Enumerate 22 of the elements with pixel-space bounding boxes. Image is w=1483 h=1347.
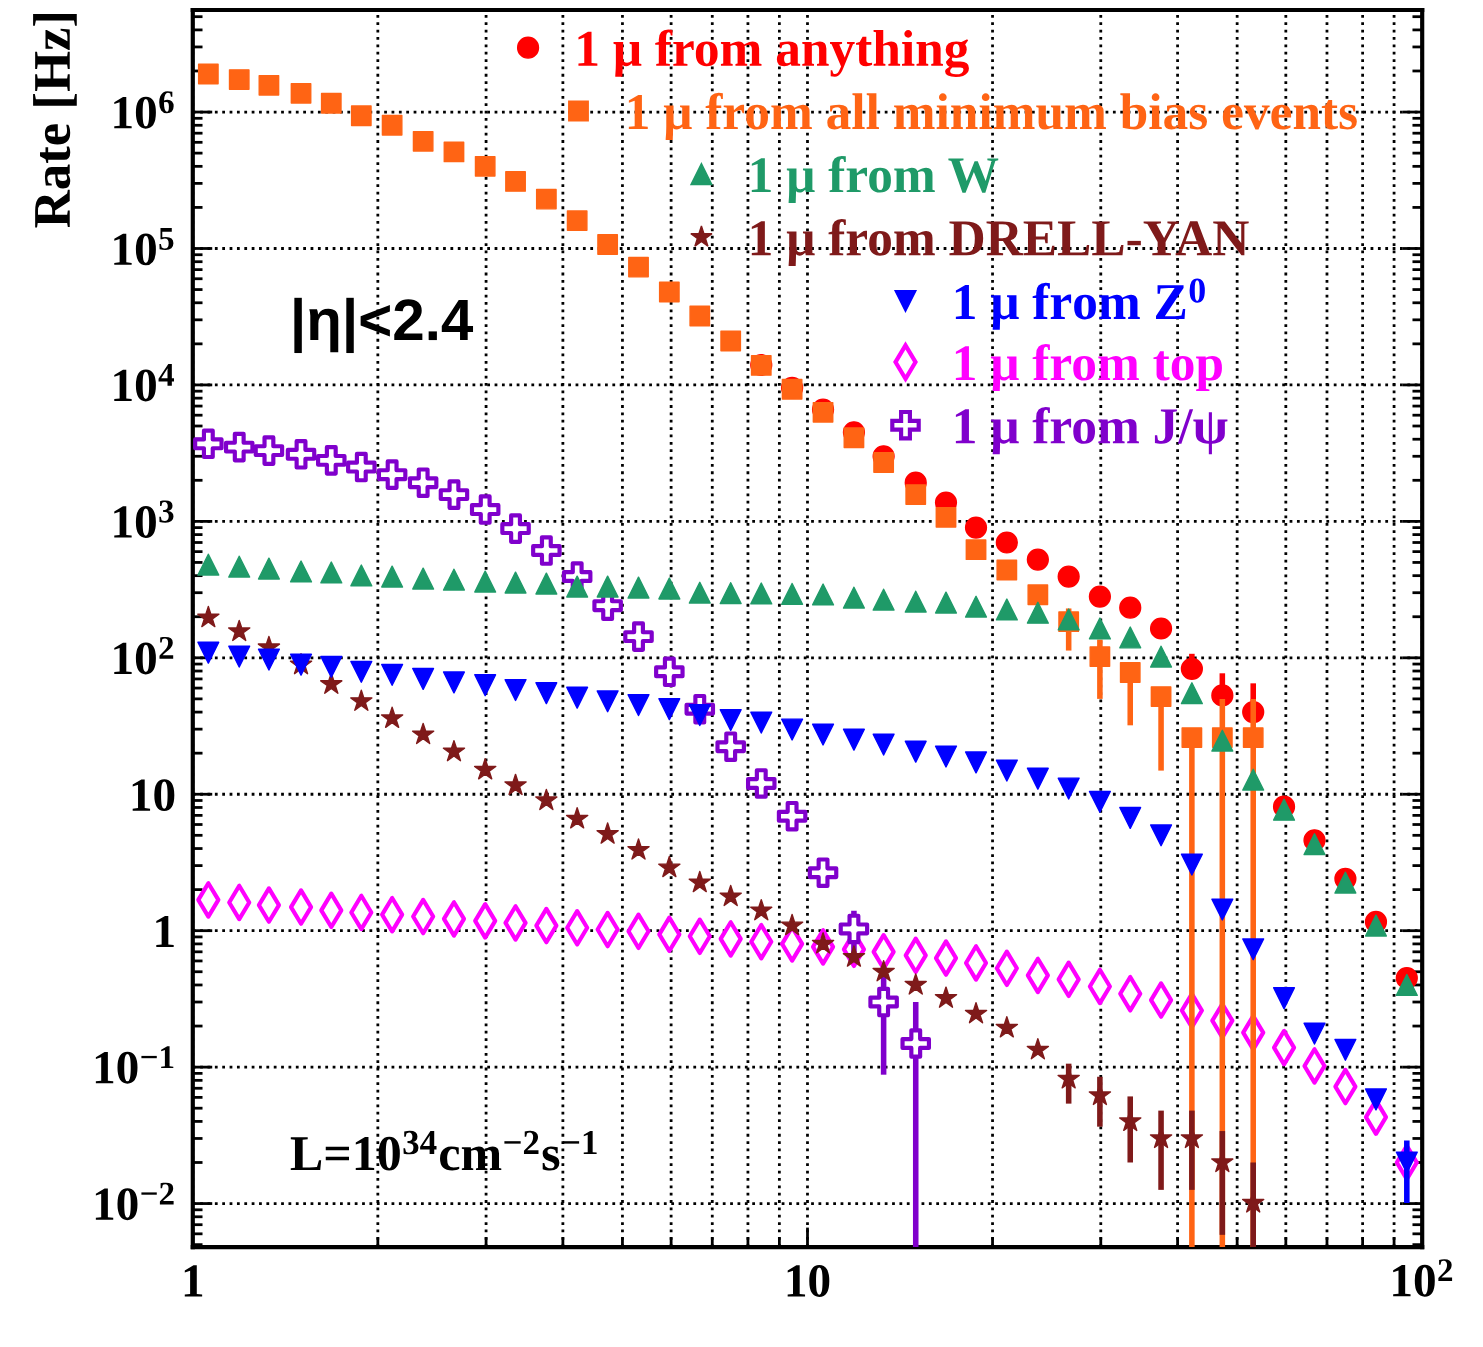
annotation: L=10$^{34}$cm$^{−2}$s$^{−1}$ xyxy=(290,1130,597,1171)
legend-label: 1 μ from W xyxy=(751,155,999,204)
legend-label: 1 μ from J/ψ xyxy=(955,407,1228,455)
annotation: |η|<2.4 xyxy=(294,297,474,354)
legend-label: 1 μ from top xyxy=(955,343,1222,392)
x-tick-label: 10 xyxy=(787,1265,830,1297)
y-tick-label: 10$^{4}$ xyxy=(114,364,174,402)
y-tick-label: 10$^{3}$ xyxy=(114,500,174,538)
y-tick-label: 10$^{−1}$ xyxy=(95,1046,174,1084)
y-tick-label: 10$^{6}$ xyxy=(114,91,174,129)
y-tick-label: 1 xyxy=(156,915,174,948)
legend-label: 1 μ from Z$^{0}$ xyxy=(955,278,1205,330)
y-axis-title: Rate [Hz] xyxy=(33,13,77,228)
y-tick-label: 10$^{−2}$ xyxy=(95,1182,174,1221)
y-tick-label: 10 xyxy=(132,779,175,812)
x-tick-label: 1 xyxy=(184,1265,203,1297)
y-tick-label: 10$^{5}$ xyxy=(114,228,174,266)
legend-label: 1 μ from all minimum bias events xyxy=(628,92,1357,140)
legend-label: 1 μ from DRELL-YAN xyxy=(751,218,1249,267)
legend-label: 1 μ from anything xyxy=(578,29,969,78)
y-tick-label: 10$^{2}$ xyxy=(114,636,174,675)
x-tick-label: 10$^{2}$ xyxy=(1393,1259,1453,1297)
